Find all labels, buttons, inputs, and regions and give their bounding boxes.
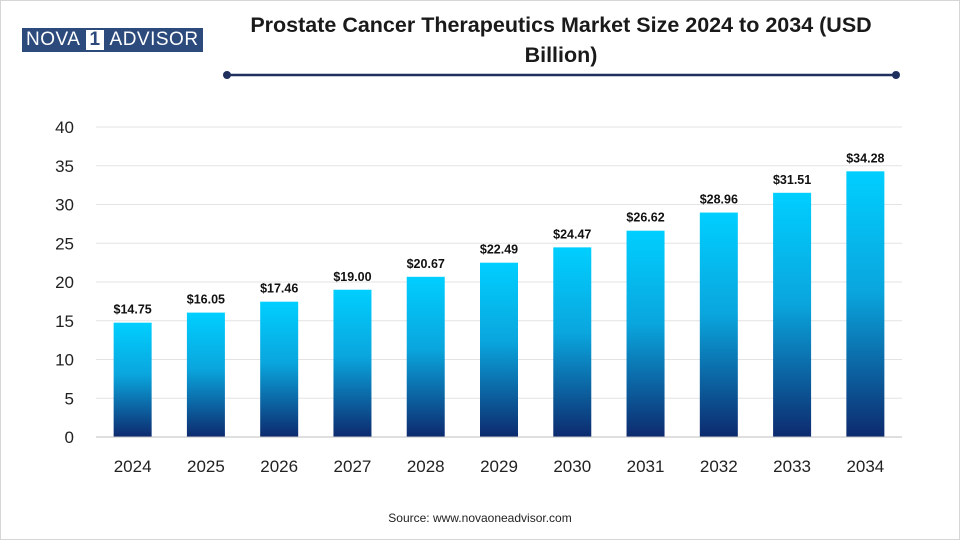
data-label: $22.49 [480, 243, 518, 257]
y-tick-label: 0 [65, 428, 74, 447]
y-tick-label: 20 [55, 273, 74, 292]
y-axis: 0 5 10 15 20 25 30 35 40 [55, 118, 74, 447]
y-tick-label: 10 [55, 351, 74, 370]
data-label: $26.62 [626, 211, 664, 225]
x-tick-label: 2024 [114, 457, 152, 476]
data-label: $16.05 [187, 293, 225, 307]
x-tick-label: 2033 [773, 457, 811, 476]
brand-logo: NOVA 1 ADVISOR [22, 28, 203, 52]
x-tick-label: 2029 [480, 457, 518, 476]
y-tick-label: 40 [55, 118, 74, 137]
title-rule [223, 71, 900, 79]
bar-2025 [186, 312, 225, 437]
source-note: Source: www.novaoneadvisor.com [388, 511, 572, 525]
bars [113, 171, 885, 437]
bar-2034 [846, 171, 885, 437]
bar-2032 [699, 212, 738, 437]
logo-text-one: 1 [84, 28, 106, 52]
x-tick-label: 2031 [627, 457, 665, 476]
bar-2024 [113, 322, 152, 437]
x-tick-label: 2032 [700, 457, 738, 476]
y-tick-label: 30 [55, 196, 74, 215]
chart-title: Prostate Cancer Therapeutics Market Size… [250, 13, 872, 67]
bar-2029 [480, 262, 518, 437]
logo-text-nova: NOVA [22, 28, 85, 52]
logo-text-advisor: ADVISOR [105, 28, 203, 52]
x-tick-label: 2025 [187, 457, 225, 476]
x-tick-label: 2027 [334, 457, 372, 476]
data-label: $14.75 [114, 303, 152, 317]
bar-2026 [260, 301, 299, 437]
bar-2030 [553, 247, 592, 437]
y-tick-label: 35 [55, 157, 74, 176]
bar-2033 [773, 192, 812, 437]
bar-2028 [406, 276, 445, 437]
x-tick-label: 2034 [846, 457, 884, 476]
x-tick-label: 2026 [260, 457, 298, 476]
x-axis: 2024 2025 2026 2027 2028 2029 2030 2031 2032 2033… [96, 436, 902, 476]
data-label: $28.96 [700, 193, 738, 207]
y-tick-label: 5 [65, 389, 74, 408]
y-tick-label: 15 [55, 312, 74, 331]
x-tick-label: 2028 [407, 457, 445, 476]
data-label: $17.46 [260, 282, 298, 296]
data-labels: $14.75 $16.05 $17.46 $19.00 $20.67 $22.49 $24.… [114, 151, 885, 316]
data-label: $31.51 [773, 173, 811, 187]
data-label: $20.67 [407, 257, 445, 271]
bar-2031 [626, 230, 665, 437]
x-tick-label: 2030 [553, 457, 591, 476]
y-tick-label: 25 [55, 234, 74, 253]
bar-2027 [333, 289, 372, 437]
data-label: $34.28 [846, 151, 884, 165]
data-label: $24.47 [553, 227, 591, 241]
data-label: $19.00 [333, 270, 371, 284]
